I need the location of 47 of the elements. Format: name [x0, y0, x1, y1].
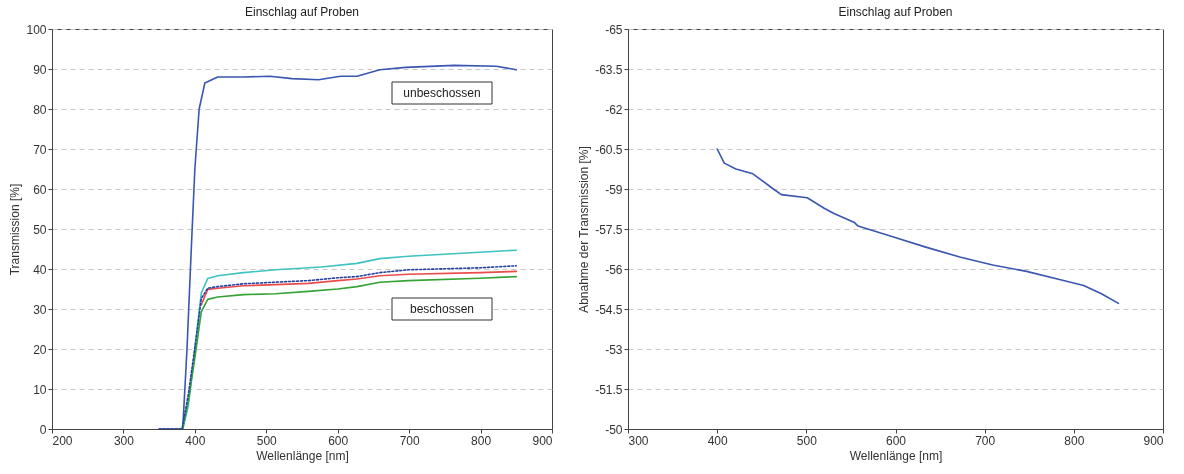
- x-tick-label: 700: [399, 433, 420, 448]
- y-tick-label: 70: [33, 142, 47, 157]
- annotation: beschossen: [409, 302, 475, 316]
- y-tick-label: -62: [605, 102, 623, 117]
- x-tick-label: 900: [1143, 433, 1164, 448]
- y-tick-label: 50: [33, 222, 47, 237]
- y-tick-label: -56: [605, 262, 623, 277]
- x-axis-title: Wellenlänge [nm]: [849, 448, 943, 463]
- x-axis-title: Wellenlänge [nm]: [256, 448, 349, 463]
- y-tick-label: 30: [33, 302, 47, 317]
- y-tick-label: -63.5: [595, 62, 623, 77]
- line-series: [716, 148, 1120, 305]
- x-tick-label: 800: [1064, 433, 1085, 448]
- y-tick-label: -50: [605, 422, 623, 437]
- y-axis-title: Transmission [%]: [8, 183, 23, 276]
- y-tick-label: 20: [33, 342, 47, 357]
- x-tick-label: 500: [256, 433, 278, 448]
- x-tick-label: 800: [471, 433, 492, 448]
- y-tick-label: -65: [605, 22, 623, 37]
- x-tick-label: 200: [52, 433, 73, 448]
- y-tick-label: 100: [26, 22, 47, 37]
- x-tick-label: 300: [113, 433, 135, 448]
- y-tick-label: 60: [33, 182, 47, 197]
- y-axis-title: Abnahme der Transmission [%]: [577, 146, 592, 313]
- x-tick-label: 400: [185, 433, 206, 448]
- x-tick-label: 900: [532, 433, 553, 448]
- y-tick-label: -53: [605, 342, 623, 357]
- y-tick-label: -54.5: [595, 302, 623, 317]
- line-series: [200, 270, 518, 306]
- chart-title: Einschlag auf Proben: [244, 5, 360, 19]
- x-tick-label: 700: [975, 433, 996, 448]
- y-tick-label: -60.5: [595, 142, 623, 157]
- y-tick-label: 80: [33, 102, 47, 117]
- chart-title: Einschlag auf Proben: [838, 5, 953, 19]
- x-tick-label: 400: [707, 433, 728, 448]
- x-tick-label: 300: [628, 433, 649, 448]
- x-tick-label: 600: [328, 433, 349, 448]
- y-tick-label: -59: [605, 182, 623, 197]
- y-tick-label: 0: [39, 422, 47, 437]
- y-tick-label: 90: [33, 62, 47, 77]
- y-tick-label: 40: [33, 262, 47, 277]
- annotation: unbeschossen: [403, 86, 481, 100]
- y-tick-label: -51.5: [595, 382, 623, 397]
- x-tick-label: 500: [796, 433, 818, 448]
- y-tick-label: -57.5: [595, 222, 623, 237]
- y-tick-label: 10: [33, 382, 47, 397]
- x-tick-label: 600: [885, 433, 907, 448]
